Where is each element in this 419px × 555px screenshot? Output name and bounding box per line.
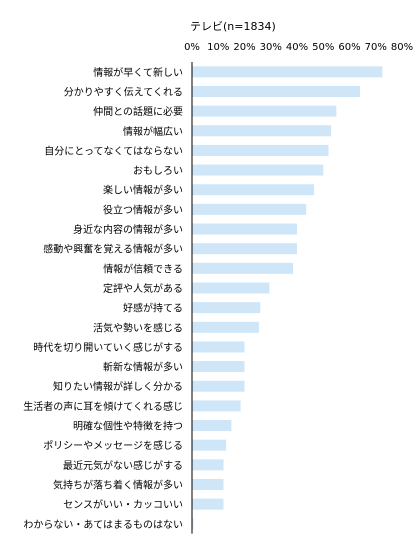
bar	[192, 262, 294, 274]
category-label: 活気や勢いを感じる	[93, 321, 183, 334]
bar	[192, 66, 383, 78]
category-label: 分かりやすく伝えてくれる	[64, 86, 183, 98]
bar	[192, 144, 329, 156]
category-label: 時代を切り開いていく感じがする	[33, 341, 183, 354]
category-label: 生活者の声に耳を傾けてくれる感じ	[23, 400, 183, 413]
bar	[192, 164, 324, 176]
x-axis-ticks: 0% 10% 20% 30% 40% 50% 60% 70% 80%	[184, 42, 413, 53]
category-label: 自分にとってなくてはならない	[44, 144, 183, 157]
category-label: 仲間との話題に必要	[93, 105, 183, 118]
category-label: わからない・あてはまるものはない	[23, 519, 183, 531]
x-tick-label: 10%	[207, 42, 229, 53]
x-tick-label: 20%	[233, 42, 255, 53]
bar	[192, 380, 245, 392]
bar	[192, 420, 232, 432]
bar	[192, 361, 245, 373]
category-label: 感動や興奮を覚える情報が多い	[43, 243, 183, 256]
bar	[192, 85, 360, 97]
bar	[192, 439, 227, 451]
bar	[192, 498, 224, 510]
category-label: 役立つ情報が多い	[103, 203, 183, 216]
bar	[192, 203, 307, 215]
category-label: センスがいい・カッコいい	[63, 498, 183, 511]
bar	[192, 125, 332, 137]
category-label: おもしろい	[133, 165, 183, 177]
bar	[192, 302, 261, 314]
category-label: 身近な内容の情報が多い	[73, 223, 183, 236]
category-label: 楽しい情報が多い	[103, 184, 183, 197]
x-tick-label: 30%	[260, 42, 282, 53]
category-label: 斬新な情報が多い	[103, 361, 183, 374]
category-label: 知りたい情報が詳しく分かる	[53, 380, 183, 393]
category-label: 情報が信頼できる	[103, 262, 183, 275]
chart-title: テレビ(n=1834)	[190, 20, 276, 33]
x-tick-label: 60%	[338, 42, 360, 53]
bar	[192, 105, 337, 117]
bar	[192, 400, 241, 412]
bar	[192, 518, 194, 530]
bar	[192, 478, 224, 490]
bars	[192, 66, 383, 530]
category-label: 情報が早くて新しい	[93, 66, 183, 79]
bar	[192, 459, 224, 471]
category-label: 定評や人気がある	[103, 282, 183, 295]
bar	[192, 223, 297, 235]
x-tick-label: 0%	[184, 42, 200, 53]
category-label: ポリシーやメッセージを感じる	[43, 439, 183, 452]
category-label: 気持ちが落ち着く情報が多い	[53, 478, 183, 491]
bar	[192, 341, 245, 353]
x-tick-label: 80%	[391, 42, 413, 53]
category-label: 好感が持てる	[123, 302, 183, 315]
bar	[192, 321, 259, 333]
category-label: 最近元気がない感じがする	[63, 459, 183, 472]
category-label: 情報が幅広い	[123, 125, 183, 138]
bar	[192, 184, 315, 196]
category-labels: 情報が早くて新しい分かりやすく伝えてくれる仲間との話題に必要情報が幅広い自分にと…	[23, 66, 183, 531]
bar	[192, 282, 270, 294]
x-tick-label: 70%	[365, 42, 387, 53]
category-label: 明確な個性や特徴を持つ	[73, 420, 183, 433]
x-tick-label: 50%	[312, 42, 334, 53]
x-tick-label: 40%	[286, 42, 308, 53]
bar	[192, 243, 297, 255]
